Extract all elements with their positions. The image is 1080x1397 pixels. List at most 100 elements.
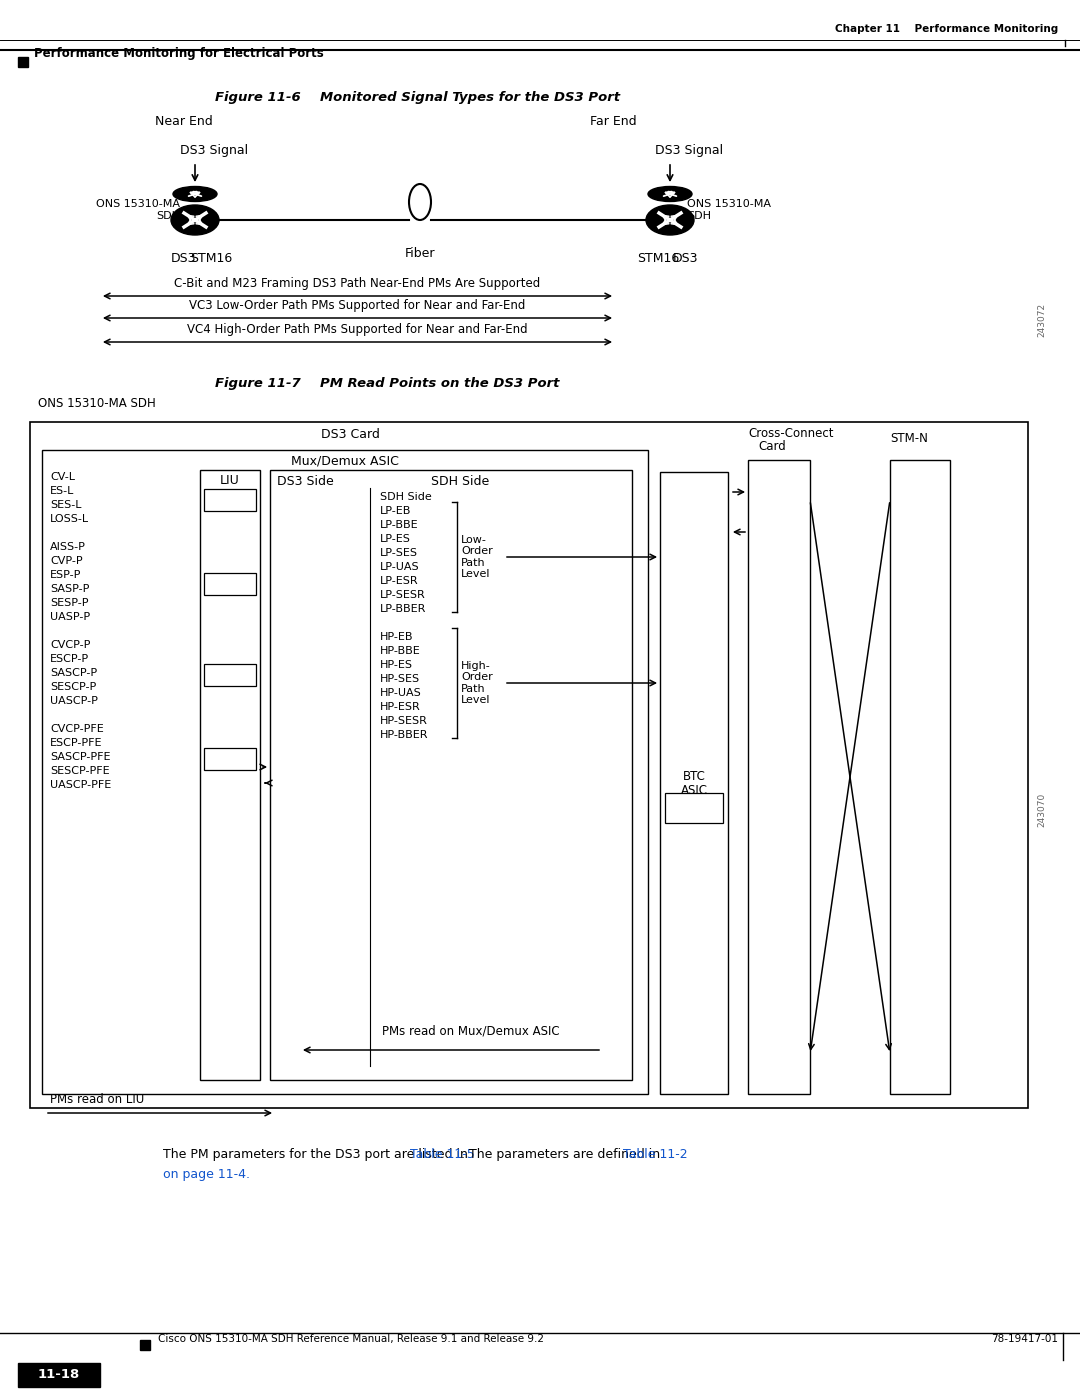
Text: PM Read Points on the DS3 Port: PM Read Points on the DS3 Port — [320, 377, 559, 390]
FancyBboxPatch shape — [42, 450, 648, 1094]
Text: ESCP-PFE: ESCP-PFE — [50, 738, 103, 747]
Text: Near End: Near End — [156, 115, 213, 129]
FancyBboxPatch shape — [18, 1363, 100, 1387]
FancyBboxPatch shape — [890, 460, 950, 1094]
FancyBboxPatch shape — [204, 747, 256, 770]
Text: HP-SES: HP-SES — [380, 673, 420, 685]
Text: DS3 Signal: DS3 Signal — [180, 144, 248, 156]
Ellipse shape — [173, 187, 217, 201]
FancyBboxPatch shape — [204, 573, 256, 595]
Text: LIU: LIU — [220, 474, 240, 488]
Text: UASP-P: UASP-P — [50, 612, 90, 622]
Text: STM16: STM16 — [637, 251, 679, 265]
Text: LP-ESR: LP-ESR — [380, 576, 419, 585]
Text: SDH Side: SDH Side — [380, 492, 432, 502]
Text: Far End: Far End — [590, 115, 636, 129]
Text: VC4 High-Order Path PMs Supported for Near and Far-End: VC4 High-Order Path PMs Supported for Ne… — [187, 323, 528, 337]
Text: Chapter 11    Performance Monitoring: Chapter 11 Performance Monitoring — [835, 24, 1058, 34]
Ellipse shape — [646, 205, 694, 235]
Text: LP-SES: LP-SES — [380, 548, 418, 557]
Text: SASCP-PFE: SASCP-PFE — [50, 752, 110, 761]
FancyBboxPatch shape — [660, 472, 728, 1094]
Text: Table 11-2: Table 11-2 — [622, 1148, 687, 1161]
Text: ONS 15310-MA: ONS 15310-MA — [687, 198, 771, 210]
Ellipse shape — [648, 187, 692, 201]
Text: HP-ES: HP-ES — [380, 659, 413, 671]
Text: ESP-P: ESP-P — [50, 570, 81, 580]
Text: DS3: DS3 — [171, 251, 195, 265]
Text: AISS-P: AISS-P — [50, 542, 86, 552]
Text: PMs read on Mux/Demux ASIC: PMs read on Mux/Demux ASIC — [382, 1025, 559, 1038]
Text: The PM parameters for the DS3 port are listed in: The PM parameters for the DS3 port are l… — [163, 1148, 472, 1161]
Text: STM-N: STM-N — [890, 432, 928, 446]
FancyBboxPatch shape — [204, 489, 256, 511]
Text: Monitored Signal Types for the DS3 Port: Monitored Signal Types for the DS3 Port — [320, 91, 620, 103]
Text: Fiber: Fiber — [405, 247, 435, 260]
Text: 11-18: 11-18 — [38, 1369, 80, 1382]
Text: HP-UAS: HP-UAS — [380, 687, 422, 698]
Text: SESCP-P: SESCP-P — [50, 682, 96, 692]
Text: . The parameters are defined in: . The parameters are defined in — [461, 1148, 664, 1161]
Text: LP-BBE: LP-BBE — [380, 520, 419, 529]
Bar — [18, 57, 28, 67]
Text: UASCP-PFE: UASCP-PFE — [50, 780, 111, 789]
Text: DS3 Signal: DS3 Signal — [654, 144, 724, 156]
Text: ONS 15310-MA: ONS 15310-MA — [96, 198, 180, 210]
Text: HP-SESR: HP-SESR — [380, 717, 428, 726]
Text: Table 11-5: Table 11-5 — [410, 1148, 475, 1161]
Text: 243070: 243070 — [1038, 793, 1047, 827]
Text: HP-BBER: HP-BBER — [380, 731, 429, 740]
Text: 243072: 243072 — [1038, 303, 1047, 337]
Text: Card: Card — [758, 440, 786, 453]
Ellipse shape — [171, 205, 219, 235]
FancyBboxPatch shape — [748, 460, 810, 1094]
FancyBboxPatch shape — [204, 664, 256, 686]
Text: STM16: STM16 — [190, 251, 232, 265]
Text: HP-BBE: HP-BBE — [380, 645, 421, 657]
Text: ES-L: ES-L — [50, 486, 75, 496]
Text: Low-
Order
Path
Level: Low- Order Path Level — [461, 535, 492, 580]
Text: DS3: DS3 — [673, 251, 699, 265]
Text: Cross-Connect: Cross-Connect — [748, 427, 834, 440]
FancyBboxPatch shape — [665, 793, 723, 823]
Text: LOSS-L: LOSS-L — [50, 514, 90, 524]
Text: CV-L: CV-L — [50, 472, 75, 482]
Text: LP-UAS: LP-UAS — [380, 562, 420, 571]
Text: Figure 11-6: Figure 11-6 — [215, 91, 300, 103]
Text: Cisco ONS 15310-MA SDH Reference Manual, Release 9.1 and Release 9.2: Cisco ONS 15310-MA SDH Reference Manual,… — [158, 1334, 544, 1344]
Text: PMs read on LIU: PMs read on LIU — [50, 1092, 145, 1106]
Text: 78-19417-01: 78-19417-01 — [991, 1334, 1058, 1344]
Text: SES-L: SES-L — [50, 500, 81, 510]
FancyBboxPatch shape — [30, 422, 1028, 1108]
Text: LP-BBER: LP-BBER — [380, 604, 427, 615]
Text: SDH: SDH — [156, 211, 180, 221]
Text: High-
Order
Path
Level: High- Order Path Level — [461, 661, 492, 705]
Text: DS3 Card: DS3 Card — [321, 427, 379, 441]
Text: SESP-P: SESP-P — [50, 598, 89, 608]
Text: LP-EB: LP-EB — [380, 506, 411, 515]
Text: BTC: BTC — [683, 770, 705, 782]
Text: C-Bit and M23 Framing DS3 Path Near-End PMs Are Supported: C-Bit and M23 Framing DS3 Path Near-End … — [174, 277, 541, 291]
Text: CVCP-PFE: CVCP-PFE — [50, 724, 104, 733]
Text: SASP-P: SASP-P — [50, 584, 90, 594]
Text: on page 11-4.: on page 11-4. — [163, 1168, 249, 1180]
Text: CVP-P: CVP-P — [50, 556, 83, 566]
Text: HP-ESR: HP-ESR — [380, 703, 421, 712]
Bar — [140, 1340, 150, 1350]
Text: ASIC: ASIC — [680, 784, 707, 796]
Text: UASCP-P: UASCP-P — [50, 696, 98, 705]
Text: SDH Side: SDH Side — [431, 475, 489, 488]
Text: ESCP-P: ESCP-P — [50, 654, 90, 664]
Text: DS3 Side: DS3 Side — [276, 475, 334, 488]
Text: VC3 Low-Order Path PMs Supported for Near and Far-End: VC3 Low-Order Path PMs Supported for Nea… — [189, 299, 526, 312]
Text: LP-SESR: LP-SESR — [380, 590, 426, 599]
Text: Mux/Demux ASIC: Mux/Demux ASIC — [292, 455, 399, 468]
Text: Performance Monitoring for Electrical Ports: Performance Monitoring for Electrical Po… — [33, 47, 324, 60]
Text: LP-ES: LP-ES — [380, 534, 410, 543]
Text: HP-EB: HP-EB — [380, 631, 414, 643]
Text: SDH: SDH — [687, 211, 711, 221]
Text: CVCP-P: CVCP-P — [50, 640, 91, 650]
Text: Figure 11-7: Figure 11-7 — [215, 377, 300, 390]
FancyBboxPatch shape — [270, 469, 632, 1080]
Text: SESCP-PFE: SESCP-PFE — [50, 766, 110, 775]
